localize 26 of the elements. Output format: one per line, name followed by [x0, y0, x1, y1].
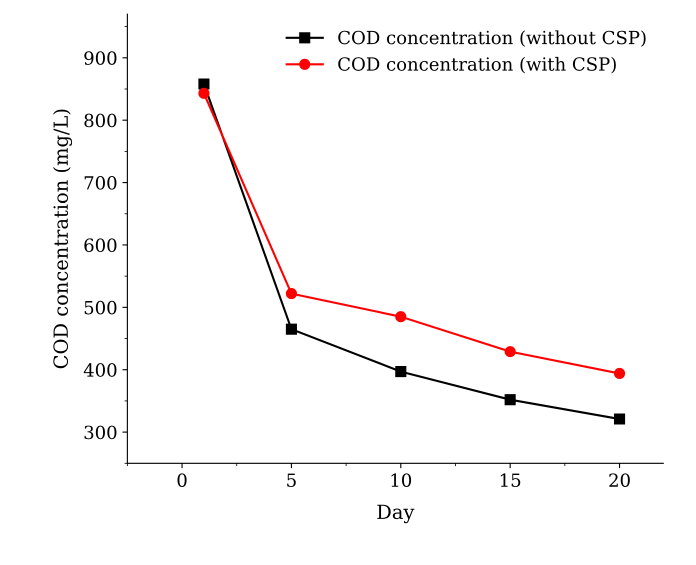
- point: [286, 324, 297, 335]
- x-tick-label: 5: [287, 474, 296, 487]
- legend-label: COD concentration (with CSP): [338, 56, 616, 74]
- y-tick-label: 800: [84, 114, 116, 128]
- y-tick-label: 300: [84, 426, 116, 440]
- point: [198, 88, 210, 99]
- x-tick-label: 15: [500, 473, 520, 487]
- y-axis-title: COD concentration (mg/L): [52, 110, 72, 368]
- legend-label: COD concentration (without CSP): [338, 30, 646, 47]
- point: [286, 288, 297, 300]
- point: [198, 78, 210, 90]
- point: [395, 366, 406, 378]
- x-tick-label: 0: [178, 473, 187, 487]
- y-tick-label: 700: [84, 176, 116, 190]
- point: [614, 368, 626, 380]
- x-axis-title: Day: [377, 504, 414, 524]
- point: [395, 311, 406, 322]
- y-tick-label: 400: [84, 363, 116, 377]
- x-tick-label: 20: [609, 473, 630, 487]
- point: [504, 394, 516, 406]
- y-tick-label: 900: [84, 51, 116, 65]
- point: [614, 413, 626, 425]
- y-tick-label: 500: [84, 300, 116, 314]
- x-tick-label: 10: [392, 473, 412, 487]
- point: [504, 346, 516, 358]
- y-tick-label: 600: [84, 238, 116, 252]
